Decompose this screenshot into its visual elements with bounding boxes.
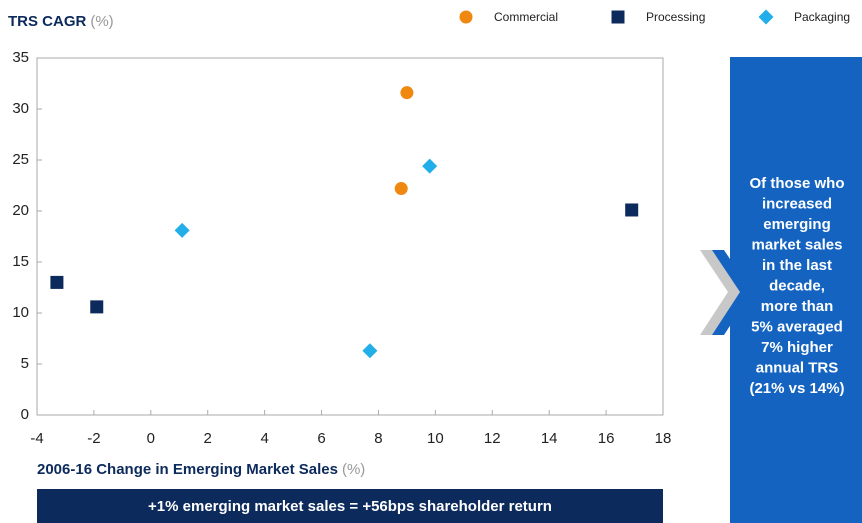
x-tick-label: 18 <box>655 430 672 447</box>
x-tick-label: 10 <box>427 430 444 447</box>
x-tick-label: 8 <box>374 430 382 447</box>
plot-frame <box>36 57 664 416</box>
point <box>400 86 414 100</box>
callout-text: in the last <box>762 257 832 274</box>
legend-label: Commercial <box>494 10 558 24</box>
point <box>362 343 378 359</box>
callout-text: market sales <box>752 236 843 253</box>
chart-title-unit: (%) <box>90 13 113 30</box>
banner <box>37 489 663 523</box>
point <box>90 300 104 314</box>
legend-marker <box>611 10 625 24</box>
x-axis-title-group: 2006-16 Change in Emerging Market Sales(… <box>37 461 365 478</box>
callout-text: 5% averaged <box>751 318 843 335</box>
x-axis-title-unit: (%) <box>342 461 365 478</box>
point <box>50 275 64 289</box>
callout-text: emerging <box>763 216 831 233</box>
callout-text: increased <box>762 195 832 212</box>
chart-title: TRS CAGR <box>8 13 87 30</box>
y-tick-label: 20 <box>12 202 29 219</box>
y-tick-label: 35 <box>12 49 29 66</box>
point <box>174 222 190 238</box>
y-tick-label: 0 <box>21 406 29 423</box>
y-tick-label: 15 <box>12 253 29 270</box>
x-tick-label: 4 <box>260 430 268 447</box>
callout-text: Of those who <box>750 175 845 192</box>
legend-marker <box>758 9 774 25</box>
x-tick-label: -4 <box>30 430 43 447</box>
callout-text: (21% vs 14%) <box>749 380 844 397</box>
callout-text: annual TRS <box>756 359 839 376</box>
x-tick-label: 2 <box>204 430 212 447</box>
legend-label: Processing <box>646 10 705 24</box>
x-tick-label: 14 <box>541 430 558 447</box>
x-axis-title: 2006-16 Change in Emerging Market Sales <box>37 461 338 478</box>
callout-text: 7% higher <box>761 339 833 356</box>
x-tick-label: 6 <box>317 430 325 447</box>
callout-panel <box>730 57 862 523</box>
point <box>394 182 408 196</box>
legend-label: Packaging <box>794 10 850 24</box>
point <box>422 158 438 174</box>
chevron-blue <box>712 250 752 335</box>
y-tick-label: 5 <box>21 355 29 372</box>
legend-marker <box>459 10 473 24</box>
y-tick-label: 10 <box>12 304 29 321</box>
x-tick-label: -2 <box>87 430 100 447</box>
x-tick-label: 12 <box>484 430 501 447</box>
chevron-gray <box>700 250 746 335</box>
callout-text: decade, <box>769 277 825 294</box>
y-tick-label: 30 <box>12 100 29 117</box>
x-tick-label: 0 <box>147 430 155 447</box>
banner-text: +1% emerging market sales = +56bps share… <box>148 498 552 515</box>
point <box>625 203 639 217</box>
y-tick-label: 25 <box>12 151 29 168</box>
callout-text: more than <box>761 298 834 315</box>
x-tick-label: 16 <box>598 430 615 447</box>
chart-title-group: TRS CAGR (%) <box>8 13 114 30</box>
